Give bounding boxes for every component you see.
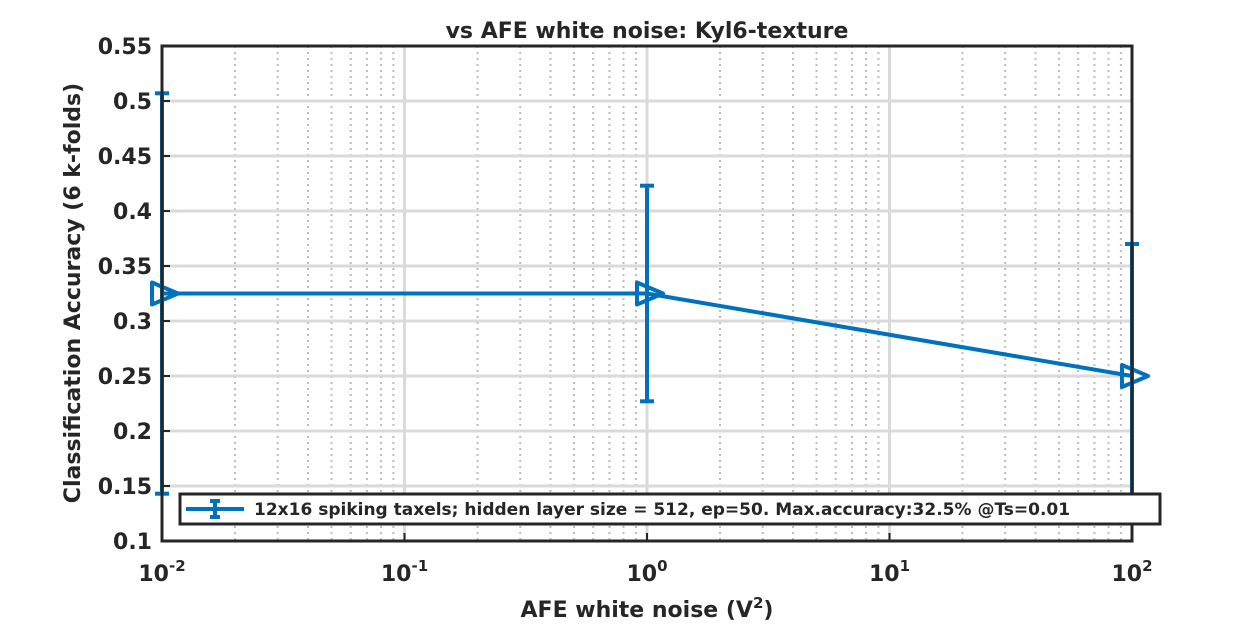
x-tick-base: 10 xyxy=(381,562,412,587)
x-tick-exponent: 1 xyxy=(900,557,910,575)
x-axis-label: AFE white noise (V2) xyxy=(521,594,774,623)
x-tick-label: 102 xyxy=(1111,557,1152,587)
y-tick-label: 0.45 xyxy=(98,145,152,170)
x-tick-label: 100 xyxy=(626,557,667,587)
x-axis-label-base: AFE white noise (V xyxy=(521,598,753,623)
y-tick-label: 0.5 xyxy=(113,90,152,115)
x-tick-base: 10 xyxy=(1111,562,1142,587)
data-point-marker xyxy=(150,280,180,307)
legend-series-marker xyxy=(186,499,244,519)
y-tick-label: 0.55 xyxy=(98,35,152,60)
x-tick-exponent: 0 xyxy=(657,557,667,575)
x-tick-exponent: 2 xyxy=(1142,557,1152,575)
y-axis-label: Classification Accuracy (6 k-folds) xyxy=(61,83,86,503)
x-tick-exponent: -2 xyxy=(169,557,186,575)
x-axis-label-tail: ) xyxy=(763,598,773,623)
x-tick-labels: 10-2 10-1 100 101 102 xyxy=(138,533,1153,587)
legend: 12x16 spiking taxels; hidden layer size … xyxy=(178,492,1162,526)
y-tick-labels: 0.1 0.15 0.2 0.25 0.3 0.35 0.4 0.45 0.5 0.55 xyxy=(98,35,170,555)
legend-box xyxy=(178,492,1162,526)
y-tick-label: 0.15 xyxy=(98,475,152,500)
x-axis-label-sup: 2 xyxy=(753,594,763,612)
y-tick-label: 0.35 xyxy=(98,255,152,280)
x-tick-label: 10-2 xyxy=(138,557,185,587)
data-point-marker xyxy=(1120,363,1150,389)
x-tick-base: 10 xyxy=(138,562,169,587)
x-tick-exponent: -1 xyxy=(411,557,428,575)
y-tick-label: 0.1 xyxy=(113,530,152,555)
chart-title: vs AFE white noise: Kyl6-texture xyxy=(446,19,849,44)
legend-series-label: 12x16 spiking taxels; hidden layer size … xyxy=(254,500,1070,520)
x-tick-base: 10 xyxy=(626,562,657,587)
x-tick-base: 10 xyxy=(869,562,900,587)
y-tick-label: 0.25 xyxy=(98,365,152,390)
y-tick-label: 0.4 xyxy=(113,200,152,225)
y-tick-label: 0.2 xyxy=(113,420,152,445)
data-point-marker xyxy=(635,280,665,307)
x-tick-label: 10-1 xyxy=(381,557,428,587)
y-tick-label: 0.3 xyxy=(113,310,152,335)
x-tick-label: 101 xyxy=(869,557,910,587)
